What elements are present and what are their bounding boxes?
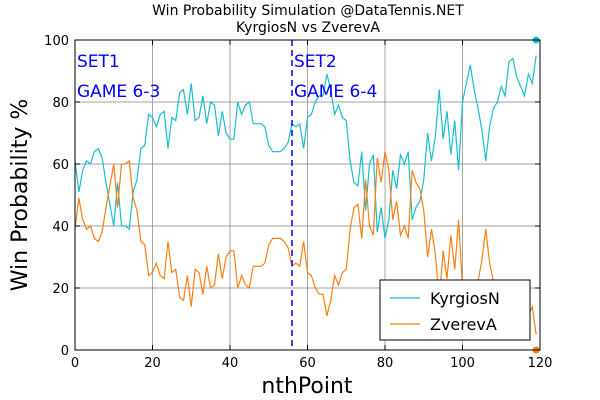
legend-label-kyrgiosn: KyrgiosN — [430, 289, 500, 308]
series-line-zvereva — [74, 151, 537, 335]
annotations: SET1 GAME 6-3 SET2 GAME 6-4 — [77, 52, 377, 102]
x-axis-label: nthPoint — [261, 374, 353, 399]
series-line-kyrgiosn — [74, 55, 537, 239]
chart-subtitle: KyrgiosN vs ZverevA — [236, 20, 380, 36]
x-tick-label: 60 — [299, 356, 316, 371]
y-tick-label: 60 — [52, 158, 69, 173]
legend: KyrgiosN ZverevA — [379, 279, 531, 341]
annotation-1-line-1: SET1 — [77, 52, 120, 72]
y-tick-label: 40 — [52, 220, 69, 235]
x-tick-label: 120 — [528, 356, 553, 371]
chart-title: Win Probability Simulation @DataTennis.N… — [152, 3, 464, 19]
annotation-1-line-2: GAME 6-3 — [77, 82, 160, 102]
x-tick-label: 100 — [450, 356, 475, 371]
y-tick-label: 100 — [44, 34, 69, 49]
y-tick-label: 20 — [52, 282, 69, 297]
annotation-2-line-1: SET2 — [294, 52, 337, 72]
x-tick-label: 20 — [144, 356, 161, 371]
x-tick-label: 80 — [377, 356, 394, 371]
legend-box — [379, 279, 531, 341]
y-tick-label: 0 — [61, 344, 69, 359]
axis-ticks: 0 20 40 60 80 100 120 0 20 40 60 80 100 — [44, 34, 552, 371]
y-axis-label: Win Probability % — [8, 99, 33, 292]
legend-label-zvereva: ZverevA — [430, 315, 497, 334]
x-tick-label: 40 — [222, 356, 239, 371]
y-tick-label: 80 — [52, 96, 69, 111]
annotation-2-line-2: GAME 6-4 — [294, 82, 377, 102]
x-tick-label: 0 — [71, 356, 79, 371]
